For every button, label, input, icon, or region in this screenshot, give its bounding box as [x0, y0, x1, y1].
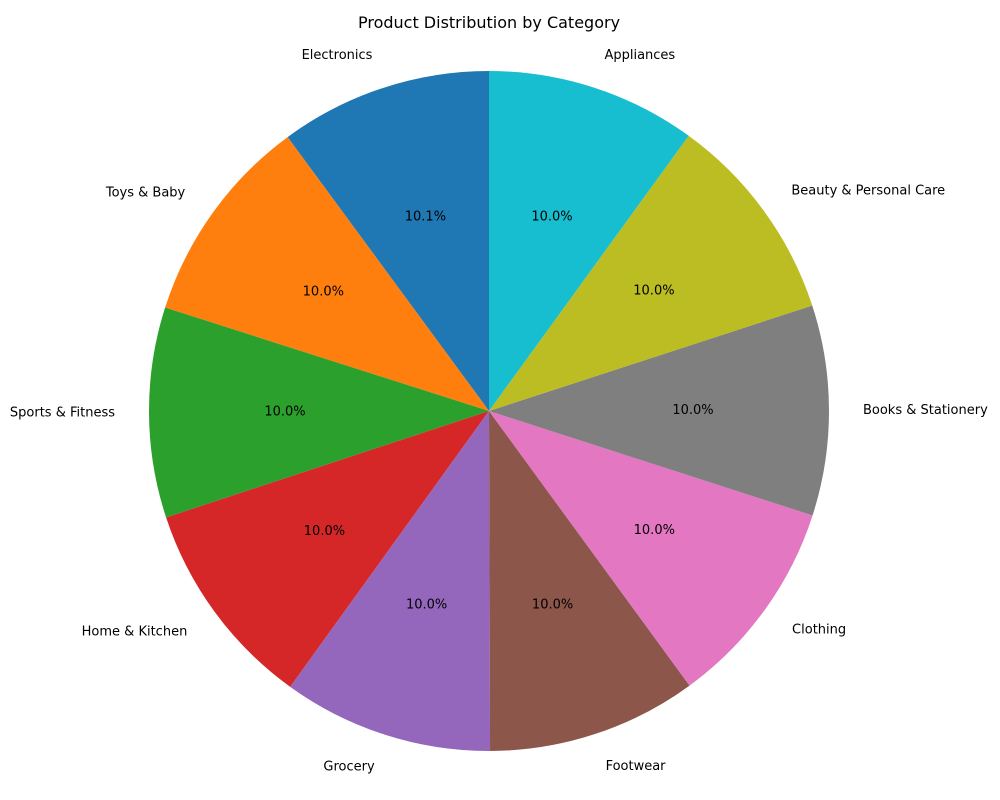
slice-percent-beauty-and-personal-care: 10.0%: [633, 283, 674, 298]
slice-label-footwear: Footwear: [606, 759, 667, 774]
slice-appliances: [489, 71, 689, 411]
slice-percent-appliances: 10.0%: [531, 209, 572, 224]
slice-label-electronics: Electronics: [302, 48, 373, 63]
slice-sports-and-fitness: [149, 307, 489, 518]
slice-label-beauty-and-personal-care: Beauty & Personal Care: [791, 183, 945, 198]
slice-percent-footwear: 10.0%: [532, 597, 573, 612]
slice-label-appliances: Appliances: [604, 48, 675, 63]
slice-label-sports-and-fitness: Sports & Fitness: [10, 405, 115, 420]
slice-label-books-and-stationery: Books & Stationery: [863, 403, 988, 418]
slice-percent-books-and-stationery: 10.0%: [672, 403, 713, 418]
slice-label-home-and-kitchen: Home & Kitchen: [82, 625, 188, 640]
chart-title: Product Distribution by Category: [358, 13, 620, 32]
slice-beauty-and-personal-care: [489, 135, 813, 411]
slice-electronics: [287, 71, 489, 411]
slice-clothing: [489, 411, 813, 686]
slice-books-and-stationery: [489, 305, 829, 516]
slice-percent-sports-and-fitness: 10.0%: [264, 404, 305, 419]
slice-grocery: [290, 411, 491, 751]
slice-percent-electronics: 10.1%: [405, 210, 446, 225]
slice-footwear: [489, 411, 690, 751]
slice-percent-clothing: 10.0%: [634, 523, 675, 538]
slice-label-clothing: Clothing: [792, 623, 846, 638]
slice-percent-home-and-kitchen: 10.0%: [304, 524, 345, 539]
pie-slices: [149, 71, 829, 751]
slice-percent-toys-and-baby: 10.0%: [303, 284, 344, 299]
slice-label-grocery: Grocery: [323, 760, 375, 775]
slice-home-and-kitchen: [166, 411, 490, 687]
slice-label-toys-and-baby: Toys & Baby: [105, 185, 186, 200]
slice-percent-grocery: 10.0%: [406, 598, 447, 613]
pie-labels: Electronics 10.1% Toys & Baby 10.0% Sports &…: [10, 48, 988, 775]
slice-toys-and-baby: [165, 137, 489, 412]
